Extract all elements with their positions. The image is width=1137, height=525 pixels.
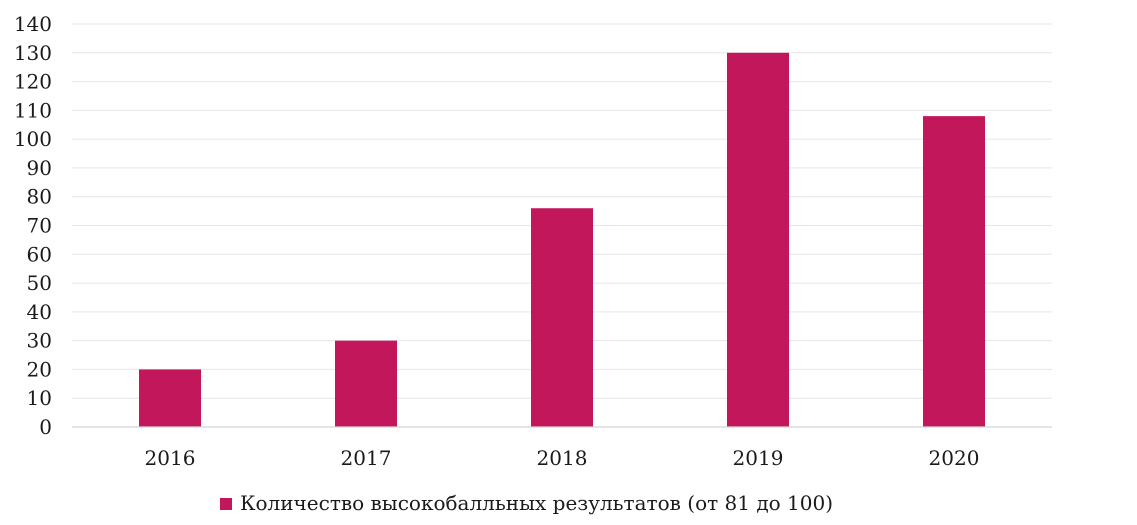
y-tick-label: 10 [27, 386, 52, 410]
y-tick-label: 0 [39, 415, 52, 439]
y-tick-label: 60 [27, 242, 52, 266]
bar-2016 [139, 369, 201, 427]
y-tick-label: 120 [14, 70, 52, 94]
bar-2020 [923, 116, 985, 427]
y-tick-label: 130 [14, 41, 52, 65]
y-tick-label: 20 [27, 357, 52, 381]
y-tick-label: 80 [27, 185, 52, 209]
x-tick-label: 2020 [929, 446, 980, 470]
x-tick-label: 2016 [145, 446, 196, 470]
y-axis: 0 10 20 30 40 50 60 70 80 90 100 110 120 130 140 [14, 12, 52, 439]
x-axis: 2016 2017 2018 2019 2020 [72, 426, 1052, 470]
y-tick-label: 140 [14, 12, 52, 36]
bar-2018 [531, 208, 593, 427]
y-tick-label: 40 [27, 300, 52, 324]
legend-swatch [220, 498, 232, 510]
y-tick-label: 90 [27, 156, 52, 180]
bar-2019 [727, 52, 789, 428]
y-tick-label: 30 [27, 329, 52, 353]
y-tick-label: 50 [27, 271, 52, 295]
bar-2017 [335, 340, 397, 427]
legend: Количество высокобалльных результатов (о… [220, 491, 833, 515]
y-tick-label: 70 [27, 214, 52, 238]
bars [139, 52, 985, 428]
x-tick-label: 2018 [537, 446, 588, 470]
y-tick-label: 100 [14, 127, 52, 151]
x-tick-label: 2017 [341, 446, 392, 470]
y-tick-label: 110 [14, 98, 52, 122]
legend-label: Количество высокобалльных результатов (о… [240, 491, 833, 515]
x-tick-label: 2019 [733, 446, 784, 470]
